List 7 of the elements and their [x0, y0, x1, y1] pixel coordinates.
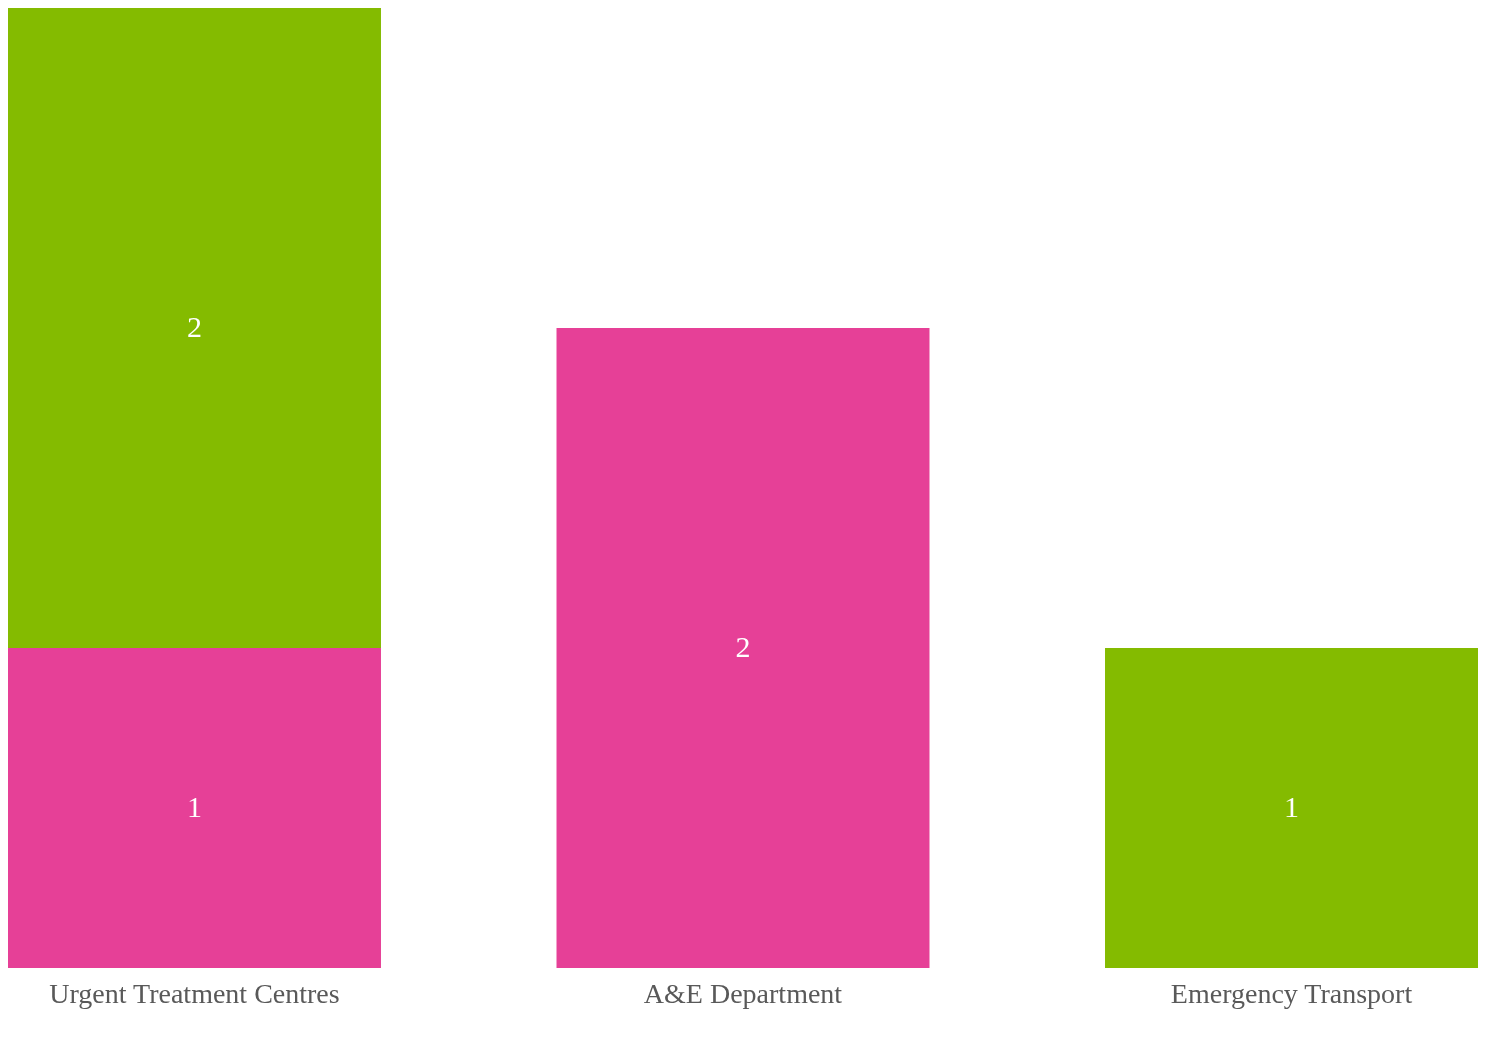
x-tick-label: Emergency Transport: [1170, 977, 1413, 1009]
data-label: 2: [735, 630, 751, 663]
data-label: 1: [186, 790, 202, 823]
x-tick-label: A&E Department: [643, 977, 843, 1009]
data-label: 1: [1284, 790, 1300, 823]
data-label: 2: [186, 310, 202, 343]
x-tick-label: Urgent Treatment Centres: [49, 977, 340, 1009]
